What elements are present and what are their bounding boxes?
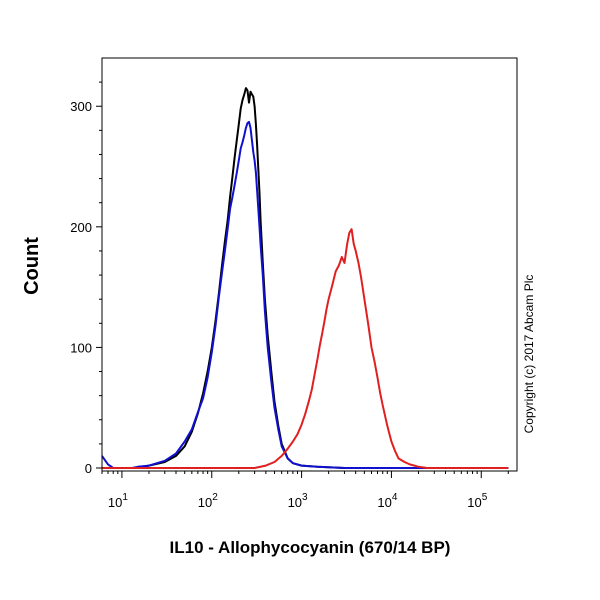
series-line-0 (137, 87, 509, 469)
x-axis: 101 102 103 104 105 (101, 471, 509, 510)
x-tick-exponent: 1 (122, 492, 128, 503)
series-group (101, 87, 509, 469)
x-tick-label: 102 (198, 492, 218, 510)
x-tick-exponent: 4 (392, 492, 398, 503)
plot-frame (101, 57, 518, 472)
x-tick-label: 105 (467, 492, 487, 510)
x-tick-label: 103 (288, 492, 308, 510)
series-line-2 (102, 228, 509, 469)
x-tick-base: 10 (467, 495, 481, 510)
x-axis-title: IL10 - Allophycocyanin (670/14 BP) (170, 538, 451, 557)
x-tick-base: 10 (198, 495, 212, 510)
x-tick-exponent: 2 (212, 492, 218, 503)
y-axis: 0 100 200 300 (70, 81, 102, 476)
copyright-annotation: Copyright (c) 2017 Abcam Plc (522, 275, 536, 434)
y-axis-title: Count (21, 237, 43, 295)
y-tick-label: 300 (70, 99, 92, 114)
y-tick-label: 100 (70, 340, 92, 355)
x-tick-base: 10 (288, 495, 302, 510)
x-tick-label: 101 (108, 492, 128, 510)
y-tick-label: 200 (70, 220, 92, 235)
x-tick-base: 10 (108, 495, 122, 510)
x-tick-base: 10 (377, 495, 391, 510)
y-tick-label: 0 (85, 461, 92, 476)
series-line-1 (101, 120, 509, 469)
x-tick-exponent: 3 (302, 492, 308, 503)
x-tick-exponent: 5 (482, 492, 488, 503)
x-tick-label: 104 (377, 492, 397, 510)
